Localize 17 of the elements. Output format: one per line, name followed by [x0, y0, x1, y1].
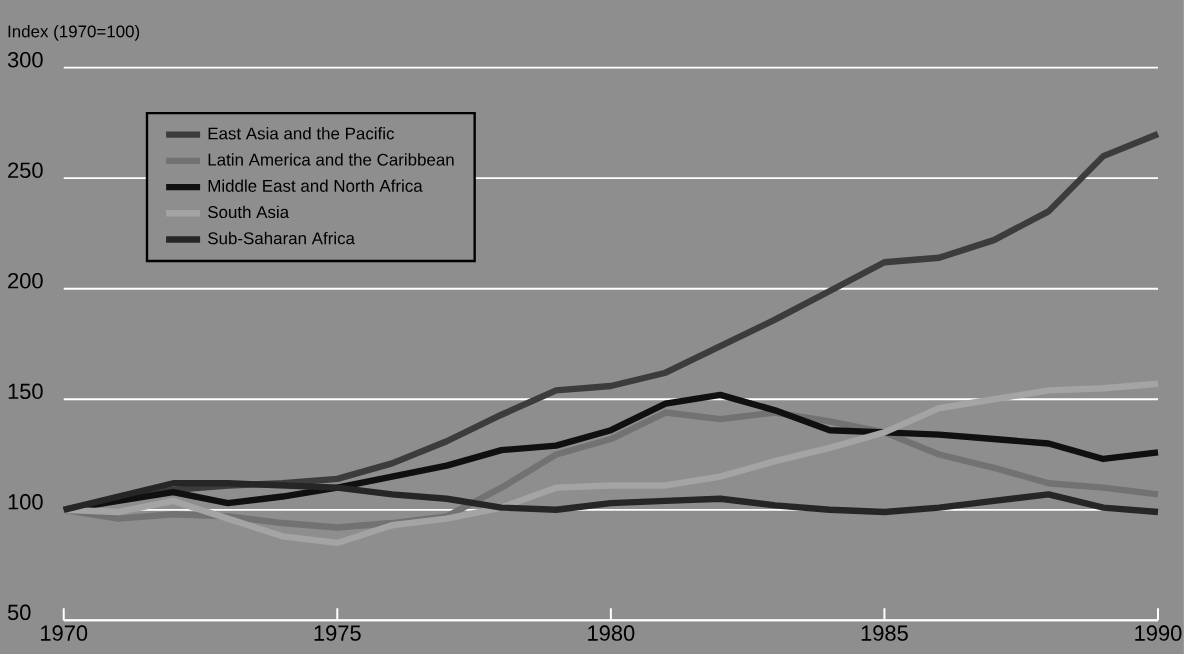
x-tick-label: 1975: [314, 625, 361, 641]
legend-label: Sub-Saharan Africa: [208, 231, 355, 245]
legend-label: Latin America and the Caribbean: [208, 153, 454, 166]
legend-label: Middle East and North Africa: [208, 179, 423, 192]
legend-label: East Asia and the Pacific: [208, 126, 395, 140]
legend-label: South Asia: [208, 205, 290, 218]
y-tick-label: 300: [7, 51, 43, 68]
x-tick-label: 1990: [1135, 625, 1182, 641]
x-tick-label: 1970: [41, 625, 88, 641]
y-tick-label: 100: [8, 494, 43, 510]
x-tick-label: 1980: [588, 625, 635, 641]
y-tick-label: 250: [8, 162, 43, 178]
x-tick-label: 1985: [861, 625, 908, 641]
y-axis-title: Index (1970=100): [8, 24, 140, 41]
y-tick-label: 150: [8, 383, 43, 399]
y-tick-label: 200: [8, 272, 43, 289]
y-tick-label: 50: [7, 604, 31, 621]
